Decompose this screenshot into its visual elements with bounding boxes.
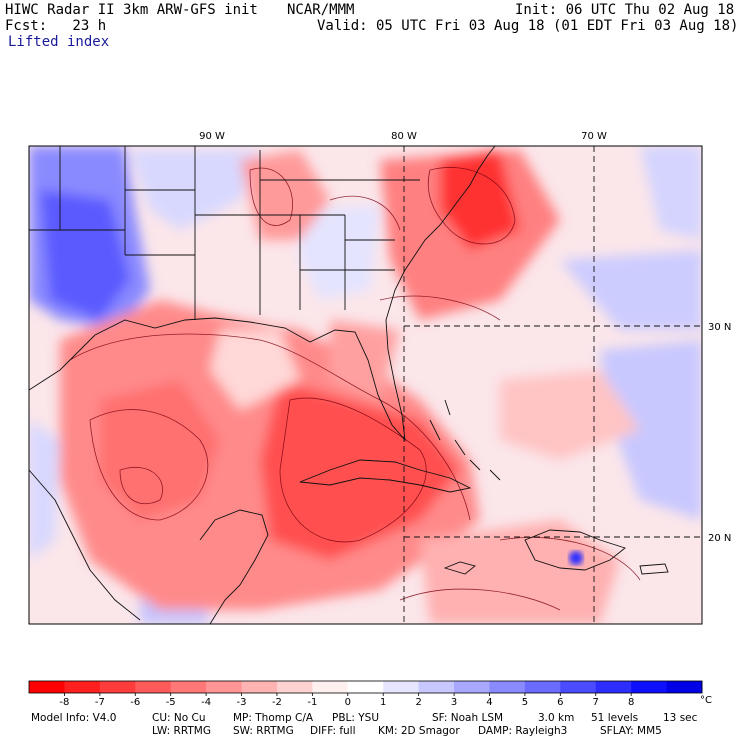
lon-label-80w: 80 W — [391, 131, 417, 142]
colorbar-swatch — [99, 681, 136, 693]
lat-label-20n: 20 N — [708, 533, 731, 544]
colorbar-swatch — [276, 681, 313, 693]
colorbar-tick-label: 4 — [486, 697, 492, 708]
colorbar-tick-label: -6 — [130, 697, 140, 708]
colorbar-tick-label: 1 — [380, 697, 386, 708]
colorbar-tick-label: 6 — [557, 697, 563, 708]
lon-label-90w: 90 W — [199, 131, 225, 142]
colorbar-swatch — [29, 681, 65, 693]
colorbar-swatch — [241, 681, 278, 693]
colorbar-tick-label: 2 — [415, 697, 421, 708]
info-mp: MP: Thomp C/A — [233, 712, 314, 724]
colorbar-swatch — [383, 681, 420, 693]
colorbar-swatch — [560, 681, 597, 693]
colorbar-swatch — [418, 681, 455, 693]
colorbar: -8 -7 -6 -5 -4 -3 -2 -1 0 1 2 3 4 5 6 7 8 — [28, 680, 703, 708]
colorbar-unit: °C — [700, 695, 712, 706]
colorbar-swatch — [454, 681, 490, 693]
valid-time: Valid: 05 UTC Fri 03 Aug 18 (01 EDT Fri … — [317, 18, 739, 34]
colorbar-tick-label: -4 — [201, 697, 211, 708]
colorbar-tick-label: 8 — [628, 697, 634, 708]
info-damp: DAMP: Rayleigh3 — [478, 725, 568, 737]
colorbar-swatch — [64, 681, 101, 693]
lon-label-70w: 70 W — [581, 131, 607, 142]
info-pbl: PBL: YSU — [332, 712, 380, 724]
colorbar-swatch — [312, 681, 349, 693]
colorbar-swatch — [489, 681, 526, 693]
info-km: KM: 2D Smagor — [378, 725, 460, 737]
colorbar-swatch — [135, 681, 172, 693]
colorbar-tick-label: -7 — [95, 697, 105, 708]
colorbar-tick-label: -1 — [307, 697, 317, 708]
colorbar-frame — [28, 680, 703, 694]
info-cu: CU: No Cu — [152, 712, 206, 724]
info-model: Model Info: V4.0 — [31, 712, 117, 724]
colorbar-swatch — [595, 681, 632, 693]
lat-label-30n: 30 N — [708, 322, 731, 333]
info-sflay: SFLAY: MM5 — [600, 725, 662, 737]
colorbar-swatch — [347, 681, 384, 693]
info-sf: SF: Noah LSM — [432, 712, 504, 724]
colorbar-tick-label: -8 — [59, 697, 69, 708]
field-name: Lifted index — [8, 34, 110, 50]
colorbar-tick-label: 0 — [345, 697, 351, 708]
model-title: HIWC Radar II 3km ARW-GFS init — [5, 2, 258, 18]
colorbar-swatch — [206, 681, 243, 693]
colorbar-tick-label: 5 — [522, 697, 528, 708]
info-sw: SW: RRTMG — [233, 725, 294, 737]
colorbar-swatch — [631, 681, 668, 693]
map-frame — [28, 145, 703, 625]
colorbar-tick-label: 3 — [451, 697, 457, 708]
forecast-hour: Fcst: 23 h — [5, 18, 107, 34]
colorbar-swatch — [524, 681, 561, 693]
info-timestep: 13 sec — [663, 712, 698, 724]
info-lw: LW: RRTMG — [152, 725, 211, 737]
init-time: Init: 06 UTC Thu 02 Aug 18 — [515, 2, 735, 18]
colorbar-tick-label: -5 — [166, 697, 176, 708]
lifted-index-field — [29, 146, 702, 624]
info-levels: 51 levels — [591, 712, 639, 724]
colorbar-tick-label: 7 — [593, 697, 599, 708]
org-label: NCAR/MMM — [287, 2, 355, 18]
colorbar-swatch — [666, 681, 703, 693]
colorbar-tick-label: -2 — [272, 697, 282, 708]
info-diff: DIFF: full — [310, 725, 356, 737]
colorbar-tick-label: -3 — [237, 697, 247, 708]
colorbar-swatch — [170, 681, 207, 693]
info-res: 3.0 km — [538, 712, 575, 724]
